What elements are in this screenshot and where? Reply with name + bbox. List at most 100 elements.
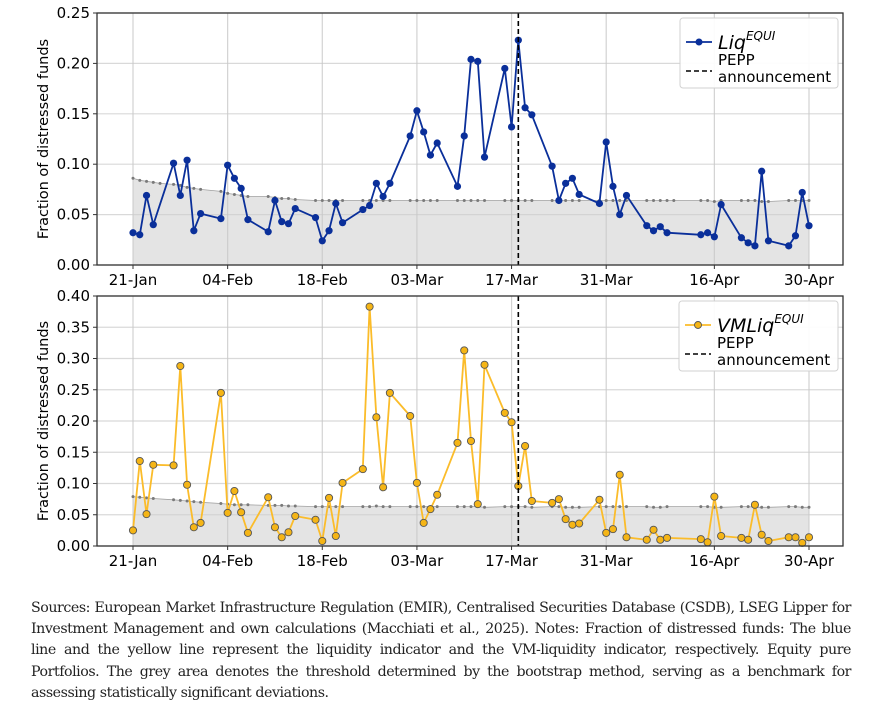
threshold-point — [428, 198, 432, 202]
data-point — [757, 530, 766, 539]
data-point — [318, 536, 327, 546]
data-point — [385, 388, 394, 397]
legend-vline-label-line1: PEPP — [717, 334, 754, 352]
threshold-point — [455, 505, 459, 509]
threshold-point — [178, 498, 182, 502]
threshold-point — [341, 505, 345, 509]
threshold-point — [172, 498, 176, 502]
data-point — [710, 492, 719, 501]
threshold-point — [280, 503, 284, 507]
threshold-point — [455, 198, 459, 202]
threshold-point — [645, 198, 649, 202]
threshold-point — [510, 505, 514, 509]
y-tick-label: 0.25 — [57, 381, 90, 399]
data-point — [473, 500, 482, 509]
x-tick-label: 03-Mar — [391, 271, 445, 289]
threshold-point — [577, 198, 581, 202]
data-point — [527, 496, 536, 506]
data-point — [521, 104, 529, 112]
y-tick-label: 0.00 — [57, 256, 90, 274]
threshold-point — [293, 197, 297, 201]
threshold-point — [665, 505, 669, 509]
data-point — [217, 215, 225, 223]
data-point — [149, 221, 157, 229]
data-point — [338, 478, 347, 487]
data-point — [561, 515, 570, 524]
data-point — [413, 107, 421, 115]
data-point — [453, 438, 462, 447]
data-point — [311, 214, 320, 222]
data-point — [183, 156, 191, 164]
x-tick-label: 21-Jan — [109, 552, 157, 570]
data-point — [784, 533, 793, 542]
data-point — [325, 227, 333, 235]
data-point — [284, 220, 293, 228]
data-point — [480, 153, 489, 161]
data-point — [324, 493, 334, 502]
threshold-point — [503, 505, 507, 509]
threshold-point — [368, 505, 372, 509]
threshold-point — [226, 191, 230, 195]
threshold-point — [246, 194, 250, 198]
threshold-point — [388, 198, 392, 202]
data-point — [717, 531, 726, 541]
data-point — [750, 500, 759, 509]
data-point — [710, 233, 718, 241]
data-point — [270, 523, 280, 532]
data-point — [278, 218, 286, 226]
data-point — [420, 128, 428, 136]
threshold-point — [807, 505, 811, 509]
data-point — [386, 179, 394, 187]
y-tick-label: 0.05 — [57, 206, 90, 224]
threshold-point — [422, 505, 426, 509]
threshold-point — [239, 503, 243, 507]
threshold-point — [604, 505, 608, 509]
data-point — [379, 483, 388, 492]
threshold-point — [787, 198, 791, 202]
data-point — [595, 199, 604, 208]
threshold-point — [800, 505, 804, 509]
threshold-point — [232, 192, 236, 196]
figure-caption: Sources: European Market Infrastructure … — [31, 600, 851, 701]
threshold-point — [192, 500, 196, 504]
threshold-point — [766, 505, 770, 509]
data-point — [331, 531, 340, 541]
threshold-point — [320, 505, 324, 509]
threshold-point — [746, 505, 750, 509]
data-point — [183, 480, 192, 489]
data-point — [649, 227, 658, 235]
threshold-point — [138, 495, 142, 499]
data-point — [758, 167, 766, 175]
threshold-point — [787, 505, 791, 509]
data-point — [128, 526, 138, 535]
y-tick-label: 0.00 — [57, 537, 90, 555]
y-tick-label: 0.05 — [57, 506, 90, 524]
y-tick-label: 0.20 — [57, 412, 90, 430]
data-point — [419, 518, 428, 527]
data-point — [548, 498, 557, 507]
data-point — [359, 205, 367, 214]
data-point — [136, 231, 144, 239]
data-point — [149, 460, 158, 469]
y-tick-label: 0.10 — [57, 475, 90, 493]
threshold-point — [510, 198, 514, 202]
threshold-point — [523, 505, 527, 509]
y-tick-label: 0.35 — [57, 318, 90, 336]
threshold-point — [483, 198, 487, 202]
data-point — [358, 465, 367, 474]
x-tick-label: 18-Feb — [297, 552, 348, 570]
data-point — [500, 408, 509, 417]
threshold-point — [645, 505, 649, 509]
data-point — [608, 525, 618, 534]
threshold-point — [550, 198, 554, 202]
threshold-point — [462, 198, 466, 202]
threshold-point — [286, 504, 290, 508]
data-point — [460, 132, 468, 140]
data-point — [379, 192, 387, 201]
threshold-point — [334, 505, 338, 509]
data-point — [791, 533, 800, 542]
data-point — [230, 486, 239, 496]
x-tick-label: 03-Mar — [391, 552, 445, 570]
data-point — [237, 184, 245, 192]
y-tick-label: 0.15 — [57, 443, 90, 461]
